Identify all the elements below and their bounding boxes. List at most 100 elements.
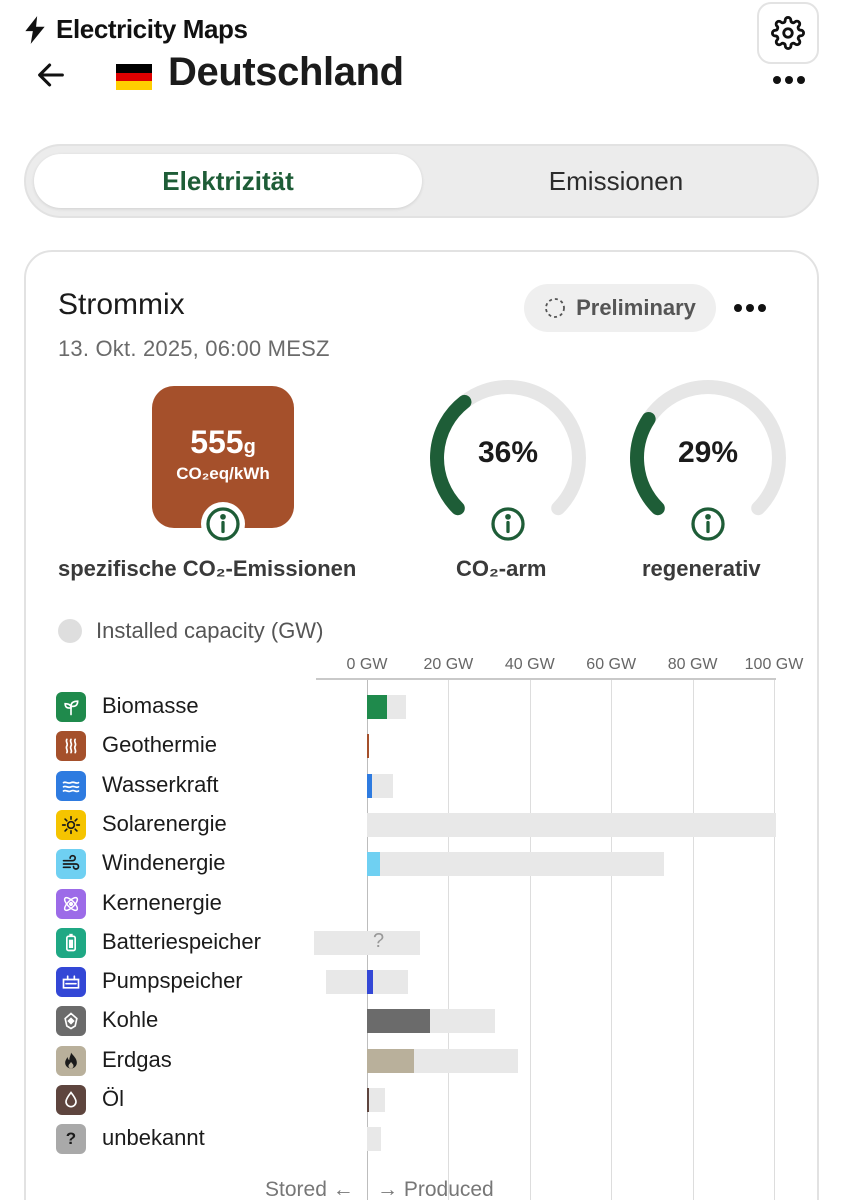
source-label: Windenergie	[102, 850, 226, 876]
production-bar[interactable]	[367, 1048, 414, 1073]
source-label: Öl	[102, 1086, 124, 1111]
source-label: Biomasse	[102, 693, 199, 718]
source-row-batteriespeicher[interactable]: Batteriespeicher?	[56, 926, 796, 960]
low-carbon-gauge: 36%	[428, 378, 588, 538]
capacity-bar	[367, 812, 777, 837]
info-icon	[691, 507, 725, 541]
card-more-button[interactable]	[732, 288, 768, 322]
legend-label: Installed capacity (GW)	[96, 618, 324, 643]
axis-tick-label: 40 GW	[504, 656, 555, 673]
unknown-value-mark: ?	[373, 929, 385, 952]
wind-icon	[56, 849, 86, 880]
stored-capacity-bar	[314, 930, 367, 955]
more-options-button[interactable]	[771, 60, 807, 94]
carbon-intensity-unit: CO₂eq/kWh	[176, 464, 270, 483]
back-button[interactable]	[34, 58, 70, 94]
capacity-legend[interactable]: Installed capacity (GW)	[58, 618, 323, 644]
source-label: Erdgas	[102, 1046, 172, 1072]
coal-icon	[56, 1006, 86, 1037]
gridline	[529, 680, 531, 1200]
tab-emissions[interactable]: Emissionen	[548, 165, 684, 196]
legend-dot-icon	[58, 619, 82, 643]
capacity-bar	[367, 930, 420, 955]
info-icon	[491, 507, 525, 541]
card-date: 13. Okt. 2025, 06:00 MESZ	[58, 336, 330, 361]
source-label: Kernenergie	[102, 889, 222, 915]
gridline	[692, 680, 694, 1200]
dashed-circle-icon	[545, 298, 565, 318]
heat-waves-icon	[56, 731, 86, 762]
capacity-bar	[367, 1127, 382, 1152]
production-bar[interactable]	[367, 970, 374, 995]
source-label: Geothermie	[102, 732, 217, 758]
production-chart: Stored ← → Produced 0 GW 20 GW 40 GW 60 GW 8…	[26, 652, 821, 1200]
production-bar[interactable]	[367, 852, 381, 877]
more-horizontal-icon	[734, 304, 766, 312]
question-icon: ?	[56, 1124, 86, 1155]
brand: Electricity Maps	[22, 14, 248, 45]
germany-flag-icon	[116, 64, 152, 91]
production-bar[interactable]	[367, 695, 388, 719]
pumped-storage-icon	[56, 967, 86, 998]
source-row-wasserkraft[interactable]: Wasserkraft	[56, 769, 796, 803]
production-bar[interactable]	[367, 734, 369, 759]
renewable-info-button[interactable]	[686, 502, 730, 546]
production-bar[interactable]	[367, 773, 372, 798]
gridline	[448, 680, 450, 1200]
produced-label: → Produced	[377, 1178, 494, 1200]
brand-name: Electricity Maps	[56, 14, 248, 44]
sprout-icon	[56, 692, 86, 722]
source-label: Kohle	[102, 1007, 159, 1033]
source-row-pumpspeicher[interactable]: Pumpspeicher	[56, 965, 796, 999]
atom-icon	[56, 888, 86, 919]
source-label: Wasserkraft	[102, 771, 219, 797]
carbon-intensity-label: spezifische CO₂-Emissionen	[58, 556, 357, 581]
stored-label: Stored ←	[265, 1178, 354, 1200]
source-label: Solarenergie	[102, 810, 227, 836]
preliminary-badge[interactable]: Preliminary	[524, 284, 716, 332]
source-row-geothermie[interactable]: Geothermie	[56, 729, 796, 763]
source-row-biomasse[interactable]: Biomasse	[56, 690, 796, 724]
renewable-gauge-fill	[630, 412, 665, 516]
source-row-kohle[interactable]: Kohle	[56, 1004, 796, 1038]
sun-icon	[56, 809, 86, 840]
carbon-intensity-info-button[interactable]	[201, 502, 245, 546]
more-horizontal-icon	[773, 76, 805, 84]
renewable-label: regenerativ	[642, 556, 761, 581]
production-bar[interactable]	[367, 1088, 370, 1112]
source-row-unbekannt[interactable]: ? unbekannt	[56, 1122, 796, 1156]
oil-drop-icon	[56, 1085, 86, 1115]
capacity-bar	[367, 852, 665, 877]
flame-icon	[56, 1045, 86, 1076]
low-carbon-gauge-fill	[430, 394, 472, 516]
settings-button[interactable]	[757, 2, 819, 64]
source-row-erdgas[interactable]: Erdgas	[56, 1044, 796, 1078]
production-bar[interactable]	[367, 1009, 431, 1034]
carbon-intensity-value: 555g	[190, 424, 256, 460]
battery-icon	[56, 927, 86, 958]
bolt-logo-icon	[25, 15, 45, 44]
capacity-bar	[367, 970, 408, 995]
gridline	[611, 680, 613, 1200]
water-waves-icon	[56, 770, 86, 801]
axis-tick-label: 0 GW	[346, 656, 388, 673]
source-row-solarenergie[interactable]: Solarenergie	[56, 808, 796, 842]
axis-tick-label: 60 GW	[586, 656, 637, 673]
source-row--l[interactable]: Öl	[56, 1083, 796, 1117]
low-carbon-info-button[interactable]	[486, 502, 530, 546]
stored-capacity-bar	[326, 970, 367, 995]
preliminary-label: Preliminary	[576, 295, 696, 320]
gridline	[774, 680, 775, 1200]
source-label: unbekannt	[102, 1125, 205, 1151]
source-label: Batteriespeicher	[102, 928, 261, 954]
card-title: Strommix	[58, 288, 185, 321]
axis-tick-label: 100 GW	[744, 656, 804, 673]
renewable-gauge: 29%	[628, 378, 788, 538]
axis-tick-label: 20 GW	[423, 656, 474, 673]
source-row-kernenergie[interactable]: Kernenergie	[56, 887, 796, 921]
tab-electricity[interactable]: Elektrizität	[34, 154, 422, 208]
low-carbon-label: CO₂-arm	[456, 556, 547, 581]
source-row-windenergie[interactable]: Windenergie	[56, 847, 796, 881]
capacity-bar	[367, 1088, 386, 1112]
info-icon	[206, 507, 240, 541]
